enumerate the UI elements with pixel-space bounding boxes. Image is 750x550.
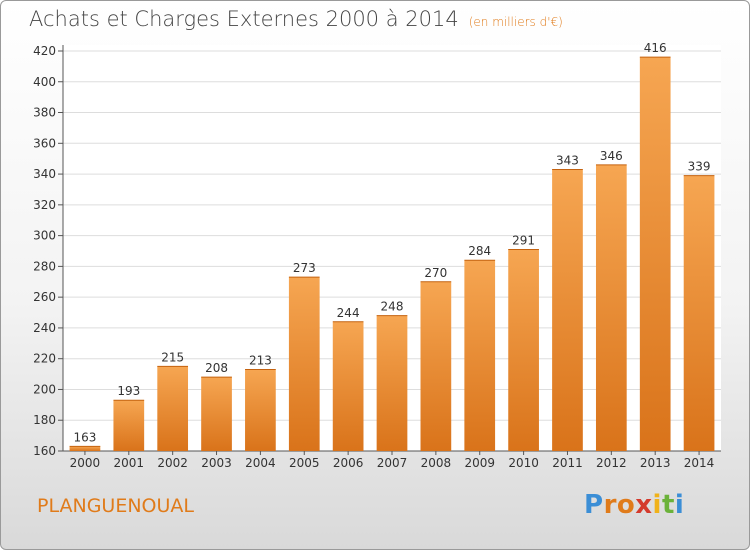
x-tick-label: 2004: [245, 456, 276, 470]
x-tick-label: 2001: [114, 456, 145, 470]
logo-letter: x: [635, 490, 653, 520]
commune-name: PLANGUENOUAL: [37, 495, 194, 517]
x-tick-label: 2002: [157, 456, 188, 470]
data-label: 284: [468, 244, 491, 258]
data-label: 416: [644, 41, 667, 55]
data-label: 343: [556, 153, 579, 167]
chart-subtitle: (en milliers d'€): [468, 15, 563, 29]
bar: [508, 249, 539, 451]
x-tick-label: 2009: [464, 456, 495, 470]
bar: [639, 57, 671, 452]
data-label: 339: [688, 160, 711, 174]
data-label: 248: [381, 300, 404, 314]
x-tick-label: 2013: [640, 456, 671, 470]
x-tick-label: 2010: [508, 456, 539, 470]
data-label: 193: [117, 384, 140, 398]
bar: [683, 175, 715, 451]
y-tick-label: 160: [33, 444, 56, 458]
y-tick-label: 300: [33, 229, 56, 243]
logo-letter: t: [661, 490, 675, 520]
data-label: 244: [337, 306, 360, 320]
y-tick-label: 340: [33, 167, 56, 181]
y-tick-label: 320: [33, 198, 56, 212]
y-tick-label: 420: [33, 44, 56, 58]
bar: [376, 315, 408, 451]
y-tick-label: 180: [33, 413, 56, 427]
y-tick-label: 280: [33, 259, 56, 273]
y-tick-label: 220: [33, 352, 56, 366]
y-tick-label: 400: [33, 75, 56, 89]
data-label: 163: [73, 430, 96, 444]
chart-title: Achats et Charges Externes 2000 à 2014 (e…: [29, 7, 563, 31]
logo-letter: o: [616, 490, 636, 520]
x-tick-label: 2008: [421, 456, 452, 470]
x-tick-label: 2005: [289, 456, 320, 470]
bar: [69, 446, 101, 451]
bar: [332, 321, 364, 451]
logo-letter: i: [652, 490, 662, 520]
x-tick-label: 2007: [377, 456, 408, 470]
bar: [552, 169, 583, 451]
bar: [464, 260, 496, 451]
bar: [201, 377, 232, 451]
data-label: 273: [293, 261, 316, 275]
data-label: 215: [161, 350, 184, 364]
data-label: 213: [249, 353, 272, 367]
bar: [245, 369, 276, 451]
data-label: 208: [205, 361, 228, 375]
x-tick-label: 2006: [333, 456, 364, 470]
data-label: 270: [424, 266, 447, 280]
logo-letter: P: [584, 490, 604, 520]
y-tick-label: 240: [33, 321, 56, 335]
bar: [595, 164, 627, 451]
y-tick-label: 360: [33, 136, 56, 150]
bar: [113, 400, 145, 451]
x-tick-label: 2014: [684, 456, 715, 470]
x-tick-label: 2011: [552, 456, 583, 470]
y-tick-label: 380: [33, 106, 56, 120]
bar: [288, 277, 320, 451]
title-text: Achats et Charges Externes 2000 à 2014: [29, 7, 459, 31]
data-label: 346: [600, 149, 623, 163]
logo-letter: r: [603, 490, 617, 520]
y-tick-label: 260: [33, 290, 56, 304]
bar: [420, 281, 452, 451]
x-tick-label: 2012: [596, 456, 627, 470]
x-tick-label: 2003: [201, 456, 232, 470]
bar: [157, 366, 189, 451]
logo-letter: i: [674, 490, 685, 520]
proxiti-logo: Proxiti: [584, 490, 684, 520]
data-label: 291: [512, 233, 535, 247]
y-tick-label: 200: [33, 382, 56, 396]
x-tick-label: 2000: [70, 456, 101, 470]
